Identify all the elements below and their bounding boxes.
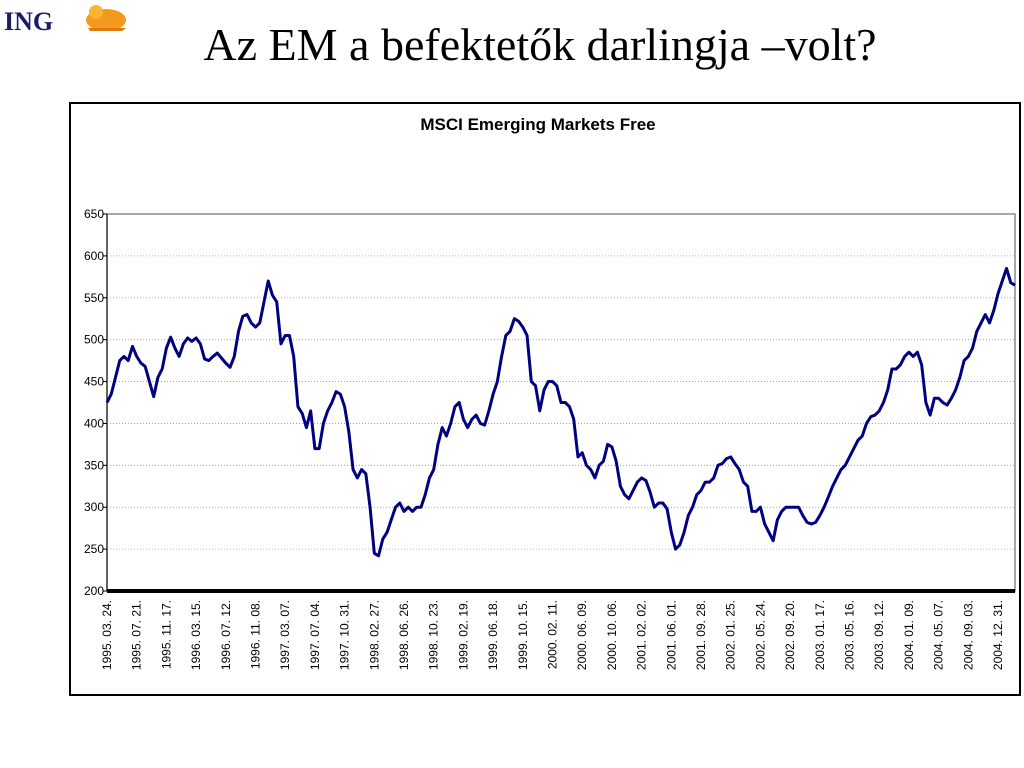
y-tick-label: 650 [84,207,104,221]
y-tick-label: 300 [84,500,104,514]
x-tick-label: 2003. 05. 16. [843,600,857,670]
x-tick-label: 1997. 07. 04. [308,600,322,670]
x-tick-label: 1996. 03. 15. [189,600,203,670]
x-tick-label: 1998. 02. 27. [367,600,381,670]
data-line [105,266,1016,558]
logo-text: ING [4,7,53,36]
chart-title: MSCI Emerging Markets Free [420,115,655,134]
x-tick-label: 2001. 06. 01. [664,600,678,670]
x-tick-label: 1996. 07. 12. [219,600,233,670]
x-tick-label: 2002. 09. 20. [783,600,797,670]
x-tick-label: 1995. 03. 24. [100,600,114,670]
x-tick-label: 2000. 10. 06. [605,600,619,670]
x-tick-label: 1998. 06. 26. [397,600,411,670]
slide-title: Az EM a befektetők darlingja –volt? [203,19,876,70]
logo-lion [86,5,126,31]
x-tick-label: 2004. 12. 31. [991,600,1005,670]
plot-area: 200 250 300 350 400 450 500 550 600 650 1995. 03. … [84,207,1016,670]
x-tick-label: 2004. 01. 09. [902,600,916,670]
y-tick-label: 450 [84,375,104,389]
x-tick-label: 1995. 11. 17. [159,600,173,669]
x-tick-label: 2000. 02. 11. [546,600,560,669]
y-tick-label: 600 [84,249,104,263]
x-tick-label: 2002. 01. 25. [724,600,738,670]
x-tick-label: 1999. 06. 18. [486,600,500,670]
x-tick-label: 2002. 05. 24. [753,600,767,670]
x-tick-label: 1995. 07. 21. [130,600,144,670]
x-tick-label: 1996. 11. 08. [249,600,263,669]
x-tick-label: 2003. 01. 17. [813,600,827,670]
x-tick-label: 2001. 09. 28. [694,600,708,670]
x-tick-label: 1999. 10. 15. [516,600,530,670]
x-tick-label: 2000. 06. 09. [575,600,589,670]
y-tick-label: 550 [84,291,104,305]
x-tick-label: 2003. 09. 12. [872,600,886,670]
x-tick-label: 2001. 02. 02. [635,600,649,670]
y-tick-label: 350 [84,458,104,472]
x-tick-label: 1998. 10. 23. [427,600,441,670]
y-tick-label: 200 [84,584,104,598]
x-tick-label: 1997. 10. 31. [338,600,352,670]
y-tick-label: 250 [84,542,104,556]
y-tick-label: 500 [84,333,104,347]
x-tick-label: 2004. 09. 03. [961,600,975,670]
y-tick-label: 400 [84,416,104,430]
x-tick-label: 1997. 03. 07. [278,600,292,670]
chart-frame [69,102,1021,696]
x-tick-label: 1999. 02. 19. [456,600,470,670]
x-tick-label: 2004. 05. 07. [932,600,946,670]
